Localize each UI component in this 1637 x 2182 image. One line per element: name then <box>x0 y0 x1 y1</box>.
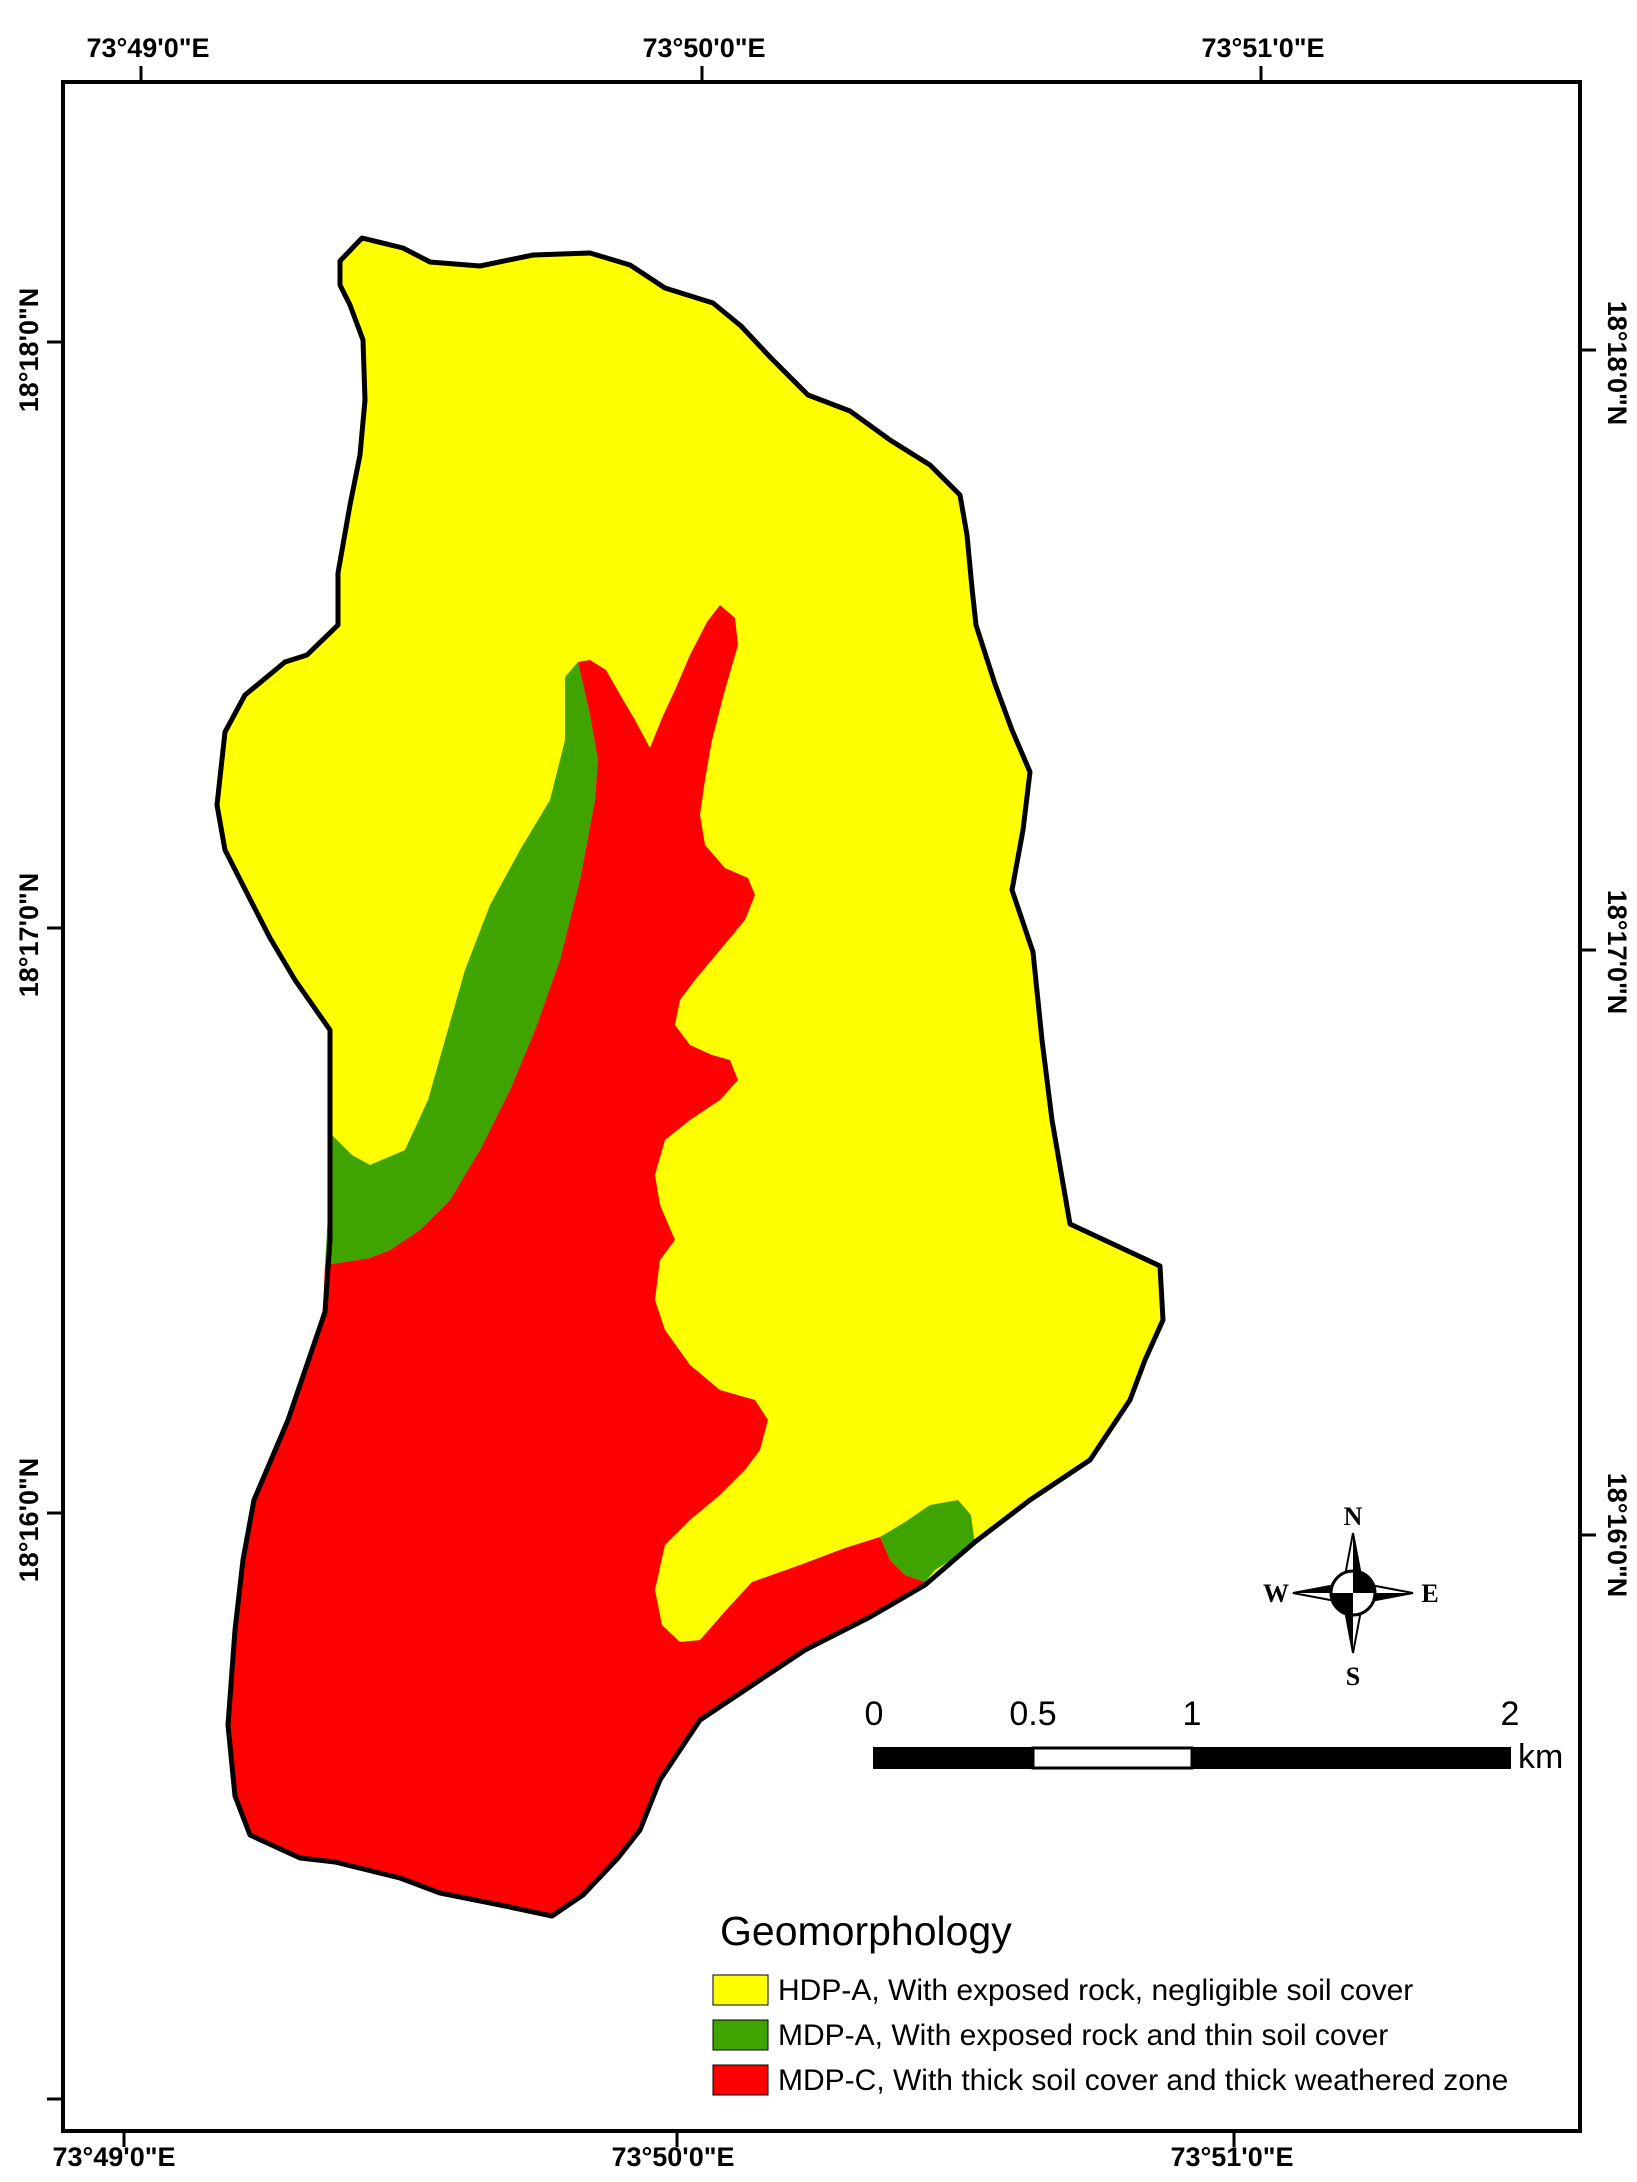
compass-label-w: W <box>1263 1579 1289 1608</box>
scale-tick-1: 1 <box>1183 1695 1202 1733</box>
scale-tick-0: 0 <box>865 1695 884 1733</box>
legend-swatch-mdp-c <box>712 2064 769 2096</box>
legend-swatch-mdp-a <box>712 2019 769 2051</box>
top-lon-label-3: 73°51'0"E <box>1201 33 1324 63</box>
compass-label-s: S <box>1346 1662 1360 1691</box>
top-lon-label-1: 73°49'0"E <box>86 33 209 63</box>
left-lat-label-3: 18°16'0"N <box>14 1458 44 1583</box>
scale-bar: 0 0.5 1 2 km <box>865 1695 1564 1776</box>
zone-mdp-c <box>228 605 925 1916</box>
bottom-lon-label-3: 73°51'0"E <box>1170 2142 1293 2172</box>
legend-label-mdp-c: MDP-C, With thick soil cover and thick w… <box>778 2064 1508 2097</box>
right-lat-label-3: 18°16'0"N <box>1602 1473 1632 1598</box>
right-lat-label-2: 18°17'0"N <box>1602 890 1632 1015</box>
compass-label-n: N <box>1344 1502 1363 1531</box>
zone-mdp-a-main <box>325 662 598 1265</box>
scale-bar-segment-2 <box>1031 1746 1194 1770</box>
legend: Geomorphology HDP-A, With exposed rock, … <box>712 1908 1508 2097</box>
legend-label-hdp-a: HDP-A, With exposed rock, negligible soi… <box>778 1974 1413 2007</box>
legend-title: Geomorphology <box>720 1908 1012 1954</box>
left-lat-label-1: 18°18'0"N <box>14 288 44 413</box>
watershed-boundary <box>214 235 1166 1919</box>
graticule-ticks <box>47 66 1596 2147</box>
bottom-lon-label-1: 73°49'0"E <box>52 2142 175 2172</box>
legend-swatch-hdp-a <box>712 1974 769 2006</box>
left-lat-label-2: 18°17'0"N <box>14 873 44 998</box>
scale-unit: km <box>1518 1738 1563 1776</box>
top-lon-label-2: 73°50'0"E <box>642 33 765 63</box>
right-lat-label-1: 18°18'0"N <box>1602 301 1632 426</box>
watershed-zones <box>217 238 1163 1916</box>
legend-label-mdp-a: MDP-A, With exposed rock and thin soil c… <box>778 2019 1388 2052</box>
zone-mdp-a-southeast <box>880 1500 975 1582</box>
scale-bar-segment-1 <box>873 1747 1034 1769</box>
scale-tick-2: 2 <box>1501 1695 1520 1733</box>
bottom-lon-label-2: 73°50'0"E <box>611 2142 734 2172</box>
compass-label-e: E <box>1421 1579 1438 1608</box>
scale-tick-0-5: 0.5 <box>1009 1695 1056 1733</box>
north-arrow-compass: N S E W <box>1263 1502 1439 1691</box>
scale-bar-segment-3 <box>1191 1747 1511 1769</box>
